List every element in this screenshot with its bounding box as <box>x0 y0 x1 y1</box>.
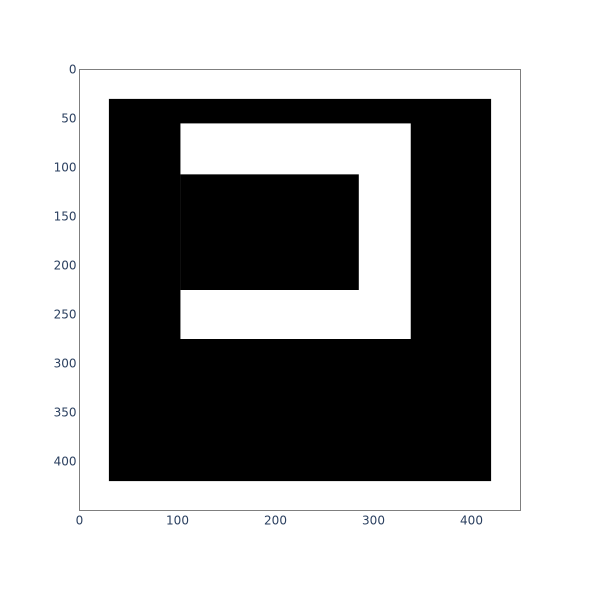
y-tick-label: 100 <box>54 161 77 175</box>
y-tick-label: 400 <box>54 455 77 469</box>
image-regions <box>108 98 492 482</box>
plot-frame <box>79 69 521 511</box>
x-tick-label: 200 <box>264 514 287 528</box>
x-tick-label: 300 <box>362 514 385 528</box>
x-tick-label: 100 <box>166 514 189 528</box>
y-tick-label: 50 <box>61 112 76 126</box>
image-region <box>180 174 359 290</box>
y-tick-label: 200 <box>54 259 77 273</box>
x-axis-ticks: 0 100 200 300 400 <box>76 514 483 528</box>
y-tick-label: 350 <box>54 406 77 420</box>
x-tick-label: 400 <box>460 514 483 528</box>
y-axis-ticks: 0 50 100 150 200 250 300 350 400 <box>54 63 77 469</box>
y-tick-label: 300 <box>54 357 77 371</box>
x-tick-label: 0 <box>76 514 84 528</box>
y-tick-label: 0 <box>69 63 77 77</box>
y-tick-label: 250 <box>54 308 77 322</box>
y-tick-label: 150 <box>54 210 77 224</box>
